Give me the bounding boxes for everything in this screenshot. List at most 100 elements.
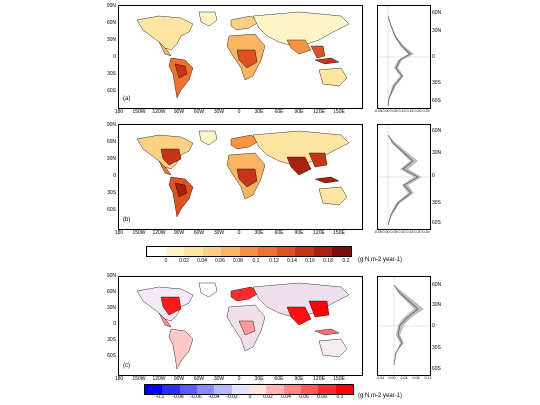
lat-tick: 60S (107, 88, 116, 94)
colorbar-bottom-swatch (231, 385, 249, 394)
lon-tick: 0 (237, 376, 241, 382)
colorbar-bottom-swatch (248, 385, 267, 394)
map-a-svg (136, 11, 350, 99)
profile-x-tick: 0.05 (390, 109, 398, 113)
panel-label-b: (b) (123, 217, 131, 223)
lat-tick: 30S (107, 71, 116, 77)
lon-tick: 150W (132, 230, 146, 236)
profile-x-tick: 0.10 (398, 109, 406, 113)
lon-tick: 0 (237, 230, 241, 236)
colorbar-tick: -0.08 (172, 394, 184, 400)
profile-lat-tick: 60N (432, 128, 442, 134)
colorbar-bottom-swatch (196, 385, 215, 394)
colorbar-tick: 0.08 (317, 394, 327, 400)
lon-tick: 30W (213, 376, 225, 382)
profile-lat-tick: 0 (432, 54, 435, 60)
map-panel-a: (a) (118, 5, 363, 109)
lon-tick: 60W (193, 109, 205, 115)
profile-lat-tick: 60S (432, 366, 441, 372)
lon-tick: 150W (132, 109, 146, 115)
lon-tick: 150E (333, 109, 345, 115)
colorbar-tick: 0.1 (252, 258, 260, 264)
profile-lat-tick: 60N (432, 10, 442, 16)
profile-x-tick: 0.15 (406, 109, 414, 113)
colorbar-top-swatch (239, 247, 259, 256)
profile-lat-tick: 30N (432, 302, 442, 308)
colorbar-top-swatch (221, 247, 240, 256)
lat-tick: 30N (106, 156, 116, 162)
colorbar-tick: 0.12 (269, 258, 279, 264)
colorbar-tick: 0.02 (263, 394, 273, 400)
lat-tick: 60S (107, 353, 116, 359)
profile-a-svg (378, 6, 430, 108)
colorbar-bottom-swatch (214, 385, 232, 394)
lon-tick: 90E (294, 109, 304, 115)
colorbar-top-swatch (258, 247, 277, 256)
colorbar-tick: 0.1 (336, 394, 344, 400)
colorbar-bottom-swatch (283, 385, 301, 394)
profile-x-tick: -0.05 (373, 230, 383, 234)
map-c-svg (136, 282, 350, 370)
continents-b (136, 130, 350, 218)
colorbar-bottom-swatch (318, 385, 336, 394)
colorbar-tick: 0.2 (342, 258, 350, 264)
profile-lat-tick: 30S (432, 200, 441, 206)
lat-tick: 30N (106, 305, 116, 311)
colorbar-tick: 0.06 (215, 258, 225, 264)
panel-label-a: (a) (123, 96, 131, 102)
lon-tick: 90W (173, 109, 185, 115)
lon-tick: 30W (213, 109, 225, 115)
lon-tick: 120E (313, 109, 325, 115)
colorbar-tick: 0.04 (197, 258, 207, 264)
colorbar-bottom-swatch (266, 385, 284, 394)
colorbar-tick: -0.02 (226, 394, 238, 400)
profile-panel-c (377, 276, 431, 376)
profile-lat-tick: 60S (432, 220, 441, 226)
lat-tick: 90N (106, 3, 116, 9)
profile-x-tick: 0.00 (382, 109, 390, 113)
lon-tick: 180 (114, 230, 124, 236)
profile-x-tick: 0.08 (412, 376, 420, 380)
profile-x-tick: 0.12 (424, 376, 432, 380)
profile-x-tick: 0.00 (388, 376, 396, 380)
lon-tick: 30W (213, 230, 225, 236)
map-b-svg (136, 130, 350, 218)
lon-tick: 150W (132, 376, 146, 382)
profile-panel-a (377, 5, 431, 109)
lat-tick: 60N (106, 20, 116, 26)
colorbar-top (146, 246, 352, 257)
colorbar-bottom-unit: (g N m-2 year-1) (358, 393, 403, 399)
profile-lat-tick: 60S (432, 98, 441, 104)
profile-x-tick: 0.20 (414, 230, 422, 234)
colorbar-tick: 0.14 (287, 258, 297, 264)
profile-x-tick: 0.20 (414, 109, 422, 113)
lon-tick: 120W (152, 109, 166, 115)
profile-lat-tick: 30S (432, 345, 441, 351)
colorbar-bottom (144, 384, 354, 395)
lon-tick: 150E (333, 376, 345, 382)
lon-tick: 150E (333, 230, 345, 236)
profile-lat-tick: 60N (432, 282, 442, 288)
continents-c (136, 282, 350, 370)
lon-tick: 60W (193, 376, 205, 382)
lat-tick: 90N (106, 273, 116, 279)
colorbar-top-swatch (184, 247, 203, 256)
lon-tick: 60W (193, 230, 205, 236)
colorbar-tick: 0 (164, 258, 168, 264)
colorbar-bottom-swatch (335, 385, 353, 394)
colorbar-tick: 0.08 (233, 258, 243, 264)
lon-tick: 120E (313, 230, 325, 236)
continents-a (136, 11, 350, 99)
colorbar-tick: 0 (248, 394, 252, 400)
colorbar-tick: -0.04 (208, 394, 220, 400)
lon-tick: 90W (173, 376, 185, 382)
profile-lat-tick: 30N (432, 28, 442, 34)
lat-tick: 90N (106, 122, 116, 128)
lon-tick: 180 (114, 376, 124, 382)
colorbar-bottom-swatch (300, 385, 319, 394)
lat-tick: 30S (107, 190, 116, 196)
colorbar-tick: 0.06 (299, 394, 309, 400)
profile-x-tick: 0.15 (406, 230, 414, 234)
lon-tick: 30E (254, 109, 264, 115)
lon-tick: 90E (294, 376, 304, 382)
